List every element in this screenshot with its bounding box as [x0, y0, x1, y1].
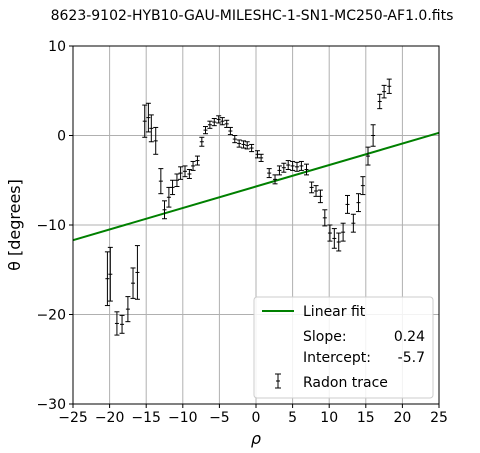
radon-point — [313, 185, 319, 197]
radon-point — [153, 126, 159, 155]
fit-layer — [72, 131, 440, 242]
radon-point — [190, 160, 196, 171]
legend-intercept-value: -5.7 — [398, 350, 425, 366]
legend-fit-label: Linear fit — [303, 304, 366, 320]
x-tick-label: −25 — [58, 410, 88, 426]
radon-point — [331, 228, 337, 249]
radon-point — [276, 165, 282, 176]
radon-point — [290, 160, 296, 171]
radon-point — [244, 141, 250, 150]
radon-point — [294, 161, 300, 172]
x-tick-label: 0 — [252, 410, 261, 426]
x-tick-label: 25 — [430, 410, 448, 426]
y-tick-label: 0 — [57, 129, 66, 145]
radon-point — [182, 165, 188, 178]
radon-point — [345, 194, 350, 214]
x-tick-label: 5 — [288, 410, 297, 426]
radon-point — [219, 117, 225, 126]
radon-point — [232, 135, 238, 144]
radon-point — [224, 119, 230, 128]
radon-point — [130, 267, 136, 299]
radon-point — [202, 126, 208, 135]
radon-point — [211, 117, 217, 127]
radon-point — [272, 174, 278, 185]
radon-point — [114, 311, 120, 336]
radon-point — [134, 245, 140, 300]
radon-point — [236, 139, 242, 148]
radon-point — [162, 200, 167, 220]
radon-point — [249, 143, 255, 153]
radon-point — [281, 162, 287, 173]
radon-point — [322, 209, 328, 227]
radon-point — [119, 314, 125, 334]
radon-point — [360, 176, 366, 196]
legend: Linear fit Slope: 0.24 Intercept: -5.7 R… — [253, 296, 434, 399]
y-tick-label: −10 — [36, 218, 66, 234]
radon-point — [207, 120, 213, 129]
y-tick-label: 10 — [48, 39, 66, 55]
radon-point — [186, 169, 192, 179]
radon-point — [148, 114, 154, 143]
legend-slope-label: Slope: — [303, 329, 347, 345]
radon-point — [199, 136, 205, 147]
radon-point — [336, 232, 342, 252]
radon-point — [285, 160, 291, 171]
radon-point — [142, 104, 148, 138]
radon-point — [355, 193, 361, 213]
x-tick-label: −20 — [95, 410, 125, 426]
y-tick-label: −30 — [36, 397, 66, 413]
x-tick-label: 10 — [320, 410, 338, 426]
radon-point — [309, 181, 315, 194]
y-tick-label: −20 — [36, 308, 66, 324]
radon-point — [174, 173, 180, 188]
y-axis-ticks: −30 −20 −10 0 10 — [36, 39, 73, 413]
radon-point — [350, 213, 356, 233]
radon-trace-points — [104, 78, 392, 336]
radon-point — [216, 115, 222, 124]
radon-point — [107, 246, 113, 302]
x-tick-label: −5 — [209, 410, 230, 426]
radon-point — [386, 78, 392, 94]
radon-point — [258, 153, 264, 162]
legend-intercept-label: Intercept: — [303, 350, 371, 366]
radon-point — [298, 160, 304, 171]
radon-point — [377, 93, 383, 110]
radon-point — [145, 102, 151, 133]
radon-point — [266, 168, 272, 179]
radon-point — [166, 186, 172, 208]
radon-point — [178, 166, 184, 180]
radon-point — [241, 140, 247, 149]
x-axis-ticks: −25 −20 −15 −10 −5 0 5 10 15 20 25 — [58, 404, 448, 426]
linear-fit-line — [72, 131, 440, 242]
radon-point — [365, 146, 371, 166]
radon-point — [104, 251, 110, 307]
x-axis-label: ρ — [251, 429, 261, 448]
radon-point — [227, 126, 233, 136]
radon-point — [327, 224, 333, 242]
radon-point — [125, 296, 131, 323]
radon-point — [158, 168, 164, 195]
radon-point — [254, 150, 260, 159]
x-tick-label: 15 — [357, 410, 375, 426]
x-tick-label: −10 — [168, 410, 198, 426]
x-tick-label: −15 — [131, 410, 161, 426]
radon-point — [381, 84, 387, 99]
legend-errorbar-swatch — [275, 373, 281, 389]
legend-box — [253, 296, 434, 399]
chart-title: 8623-9102-HYB10-GAU-MILESHC-1-SN1-MC250-… — [51, 8, 454, 24]
radon-point — [304, 163, 310, 176]
legend-series-label: Radon trace — [303, 375, 388, 391]
radon-point — [194, 155, 200, 166]
y-axis-label: θ [degrees] — [5, 179, 24, 271]
radon-point — [170, 179, 176, 196]
legend-slope-value: 0.24 — [394, 329, 425, 345]
radon-point — [317, 189, 323, 204]
radon-point — [340, 222, 346, 242]
x-tick-label: 20 — [393, 410, 411, 426]
radon-point — [370, 124, 376, 147]
